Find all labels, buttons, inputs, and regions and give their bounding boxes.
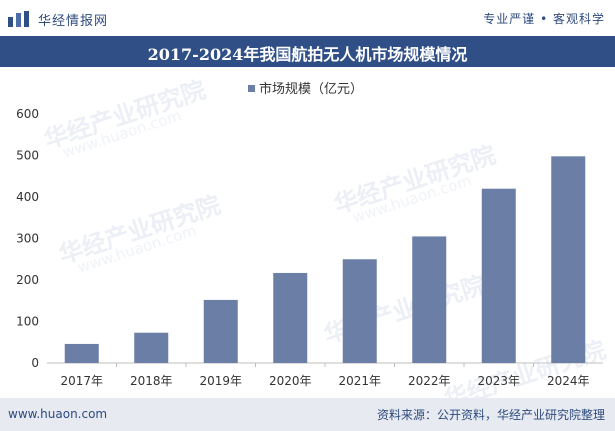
- source-note: 资料来源：公开资料，华经产业研究院整理: [376, 408, 605, 422]
- legend-label: 市场规模（亿元）: [259, 81, 363, 97]
- x-tick-label: 2020年: [269, 374, 312, 388]
- tagline: 专业严谨 • 客观科学: [483, 12, 605, 26]
- logo-icon: [8, 11, 29, 27]
- y-tick-label: 100: [16, 315, 39, 329]
- header-bar: 华经情报网 专业严谨 • 客观科学: [0, 0, 615, 36]
- bar: [551, 156, 586, 363]
- x-tick-label: 2019年: [199, 374, 242, 388]
- x-tick-label: 2022年: [408, 374, 451, 388]
- bar: [64, 343, 99, 363]
- footer-bar: www.huaon.com 资料来源：公开资料，华经产业研究院整理: [0, 398, 615, 431]
- brand-name: 华经情报网: [38, 14, 109, 29]
- bar-chart: 市场规模（亿元） 0 100 200 300 400 500 600 2017年 2018年 201…: [16, 81, 603, 388]
- site-url: www.huaon.com: [8, 407, 108, 421]
- x-tick-label: 2024年: [547, 374, 590, 388]
- bar: [273, 272, 308, 363]
- bar: [481, 188, 516, 363]
- x-tick-label: 2018年: [130, 374, 173, 388]
- bar: [203, 299, 238, 363]
- y-tick-label: 300: [16, 232, 39, 246]
- y-tick-label: 200: [16, 273, 39, 287]
- title-bar: 2017-2024年我国航拍无人机市场规模情况: [0, 36, 615, 67]
- y-tick-label: 0: [31, 356, 39, 370]
- y-tick-label: 500: [16, 149, 39, 163]
- y-tick-label: 600: [16, 107, 39, 121]
- bar: [412, 236, 447, 363]
- bar: [342, 259, 377, 363]
- x-tick-label: 2017年: [60, 374, 103, 388]
- x-tick-label: 2021年: [338, 374, 381, 388]
- legend-swatch: [248, 85, 255, 92]
- bar: [134, 332, 169, 363]
- y-tick-label: 400: [16, 190, 39, 204]
- chart-title: 2017-2024年我国航拍无人机市场规模情况: [147, 45, 468, 64]
- x-tick-label: 2023年: [477, 374, 520, 388]
